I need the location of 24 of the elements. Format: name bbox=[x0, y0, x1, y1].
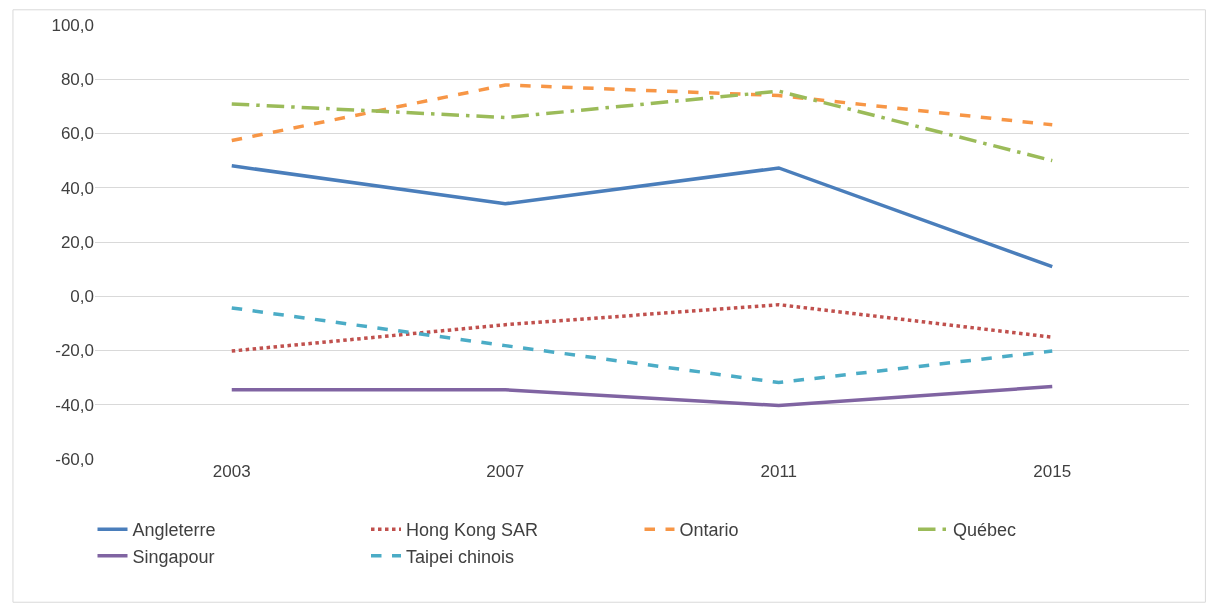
y-tick-label: -40,0 bbox=[55, 395, 94, 415]
legend-label: Angleterre bbox=[132, 520, 216, 541]
y-tick-label: 20,0 bbox=[60, 232, 94, 252]
line-series bbox=[230, 83, 1054, 143]
x-tick-label: 2007 bbox=[486, 462, 525, 481]
line-series bbox=[230, 164, 1054, 269]
y-tick-label: 40,0 bbox=[60, 178, 94, 198]
legend-label: Singapour bbox=[132, 546, 215, 567]
legend-label: Ontario bbox=[679, 520, 739, 541]
x-tick-label: 2011 bbox=[760, 462, 798, 481]
x-tick-label: 2003 bbox=[212, 462, 251, 481]
line-series bbox=[230, 302, 1054, 353]
line-series bbox=[230, 89, 1054, 163]
y-tick-label: 80,0 bbox=[60, 70, 94, 90]
legend-label: Québec bbox=[953, 520, 1017, 541]
y-tick-label: 0,0 bbox=[70, 287, 94, 307]
y-tick-label: -20,0 bbox=[55, 341, 94, 361]
legend-label: Hong Kong SAR bbox=[406, 520, 539, 541]
y-tick-label: 100,0 bbox=[51, 15, 94, 35]
line-series bbox=[230, 306, 1054, 385]
legend-label: Taipei chinois bbox=[406, 546, 515, 567]
x-tick-label: 2015 bbox=[1033, 462, 1072, 481]
y-tick-label: -60,0 bbox=[55, 449, 94, 469]
y-tick-label: 60,0 bbox=[60, 124, 94, 144]
